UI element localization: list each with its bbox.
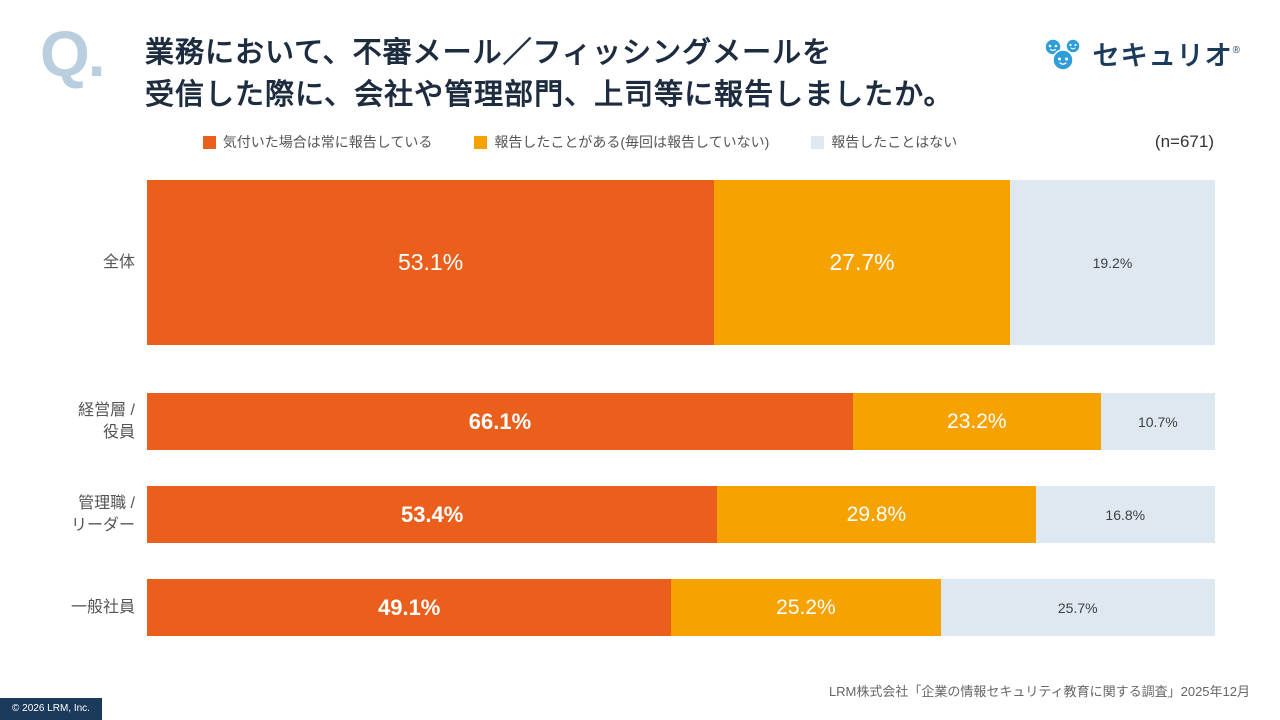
legend-swatch-icon — [202, 135, 216, 149]
sample-size: (n=671) — [1154, 132, 1214, 152]
source-note: LRM株式会社「企業の情報セキュリティ教育に関する調査」2025年12月 — [828, 684, 1250, 699]
legend-item: 報告したことがある(毎回は報告していない) — [474, 132, 769, 152]
securio-logo-text: セキュリオ — [1092, 41, 1233, 71]
stacked-bar: 49.1% 25.2% 25.7% — [147, 579, 1215, 637]
legend-swatch-icon — [474, 135, 488, 149]
bar-value-label: 66.1% — [468, 408, 532, 434]
bar-segment: 49.1% — [147, 579, 672, 637]
bar-row: 管理職 / リーダー 53.4% 29.8% 16.8% — [40, 486, 1215, 544]
stacked-bar: 66.1% 23.2% 10.7% — [147, 393, 1215, 451]
stacked-bar: 53.1% 27.7% 19.2% — [147, 180, 1215, 346]
bar-value-label: 16.8% — [1105, 506, 1146, 523]
bar-segment: 53.1% — [147, 180, 715, 346]
securio-logo: セキュリオ ® — [1041, 26, 1240, 76]
legend-item: 気付いた場合は常に報告している — [202, 132, 433, 152]
header: Q. 業務において、不審メール／フィッシングメールを 受信した際に、会社や管理部… — [0, 0, 1280, 116]
bar-segment: 53.4% — [147, 486, 718, 544]
question-mark: Q. — [40, 18, 106, 90]
bar-row: 全体 53.1% 27.7% 19.2% — [40, 180, 1215, 346]
legend-label: 気付いた場合は常に報告している — [222, 134, 433, 151]
bar-segment: 16.8% — [1035, 486, 1215, 544]
bar-value-label: 53.1% — [397, 249, 464, 276]
legend-label: 報告したことはない — [831, 134, 958, 151]
row-label: 一般社員 — [70, 598, 135, 616]
bar-value-label: 53.4% — [400, 501, 464, 527]
page-title: 業務において、不審メール／フィッシングメールを 受信した際に、会社や管理部門、上… — [145, 26, 1041, 116]
bar-value-label: 25.2% — [776, 595, 836, 619]
securio-logo-icon — [1043, 38, 1081, 71]
row-label: 経営層 / 役員 — [78, 402, 135, 441]
legend-row: 気付いた場合は常に報告している 報告したことがある(毎回は報告していない) 報告した… — [0, 132, 1280, 158]
legend-swatch-icon — [811, 135, 825, 149]
bar-segment: 29.8% — [717, 486, 1036, 544]
bar-value-label: 27.7% — [829, 249, 895, 276]
title-line-1: 業務において、不審メール／フィッシングメールを — [145, 37, 833, 69]
bar-value-label: 10.7% — [1137, 413, 1178, 430]
bar-row: 経営層 / 役員 66.1% 23.2% 10.7% — [40, 393, 1215, 451]
registered-mark: ® — [1232, 45, 1240, 56]
legend-label: 報告したことがある(毎回は報告していない) — [494, 134, 770, 151]
bar-segment: 23.2% — [852, 393, 1101, 451]
row-label: 全体 — [102, 253, 135, 271]
bar-segment: 25.2% — [671, 579, 941, 637]
bar-segment: 25.7% — [940, 579, 1215, 637]
chart-rows: 全体 53.1% 27.7% 19.2% 経営層 / 役員 66.1% 23.2% 10.7%… — [0, 180, 1280, 637]
bar-segment: 10.7% — [1100, 393, 1215, 451]
bar-segment: 66.1% — [147, 393, 853, 451]
bar-row: 一般社員 49.1% 25.2% 25.7% — [40, 579, 1215, 637]
copyright: © 2026 LRM, Inc. — [0, 698, 102, 720]
row-label: 管理職 / リーダー — [70, 495, 135, 534]
bar-value-label: 49.1% — [377, 594, 441, 620]
legend-item: 報告したことはない — [811, 132, 957, 152]
legend: 気付いた場合は常に報告している 報告したことがある(毎回は報告していない) 報告した… — [0, 132, 1280, 152]
bar-segment: 19.2% — [1009, 180, 1215, 346]
bar-value-label: 29.8% — [846, 502, 907, 526]
title-line-2: 受信した際に、会社や管理部門、上司等に報告しましたか。 — [145, 79, 954, 112]
stacked-bar: 53.4% 29.8% 16.8% — [147, 486, 1215, 544]
bar-segment: 27.7% — [714, 180, 1010, 346]
bar-value-label: 25.7% — [1057, 599, 1098, 616]
bar-value-label: 23.2% — [947, 409, 1007, 433]
bar-value-label: 19.2% — [1092, 254, 1133, 271]
